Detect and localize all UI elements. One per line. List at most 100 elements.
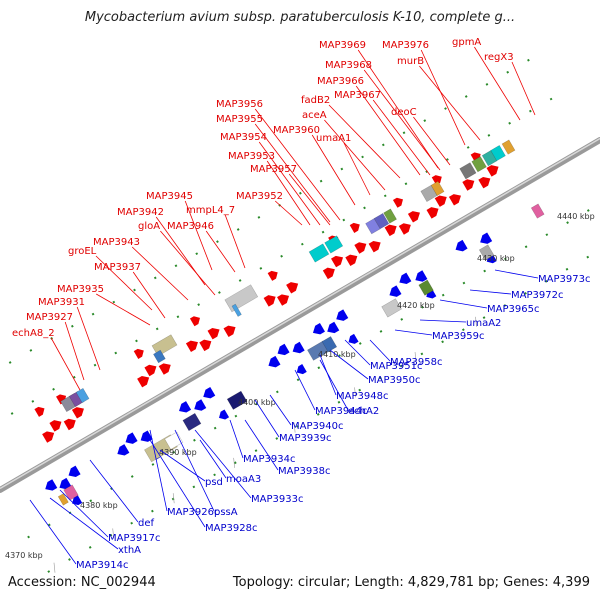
forward-gene-22-shape bbox=[426, 207, 439, 219]
forward-gene-19 bbox=[384, 224, 397, 237]
reverse-gene-label: def bbox=[138, 518, 155, 529]
forward-gene-upper-8 bbox=[431, 175, 442, 186]
forward-gene-21 bbox=[407, 211, 420, 223]
reverse-gene-2-shape bbox=[68, 465, 81, 478]
reverse-leader-line bbox=[369, 339, 391, 362]
reverse-leader-line bbox=[494, 269, 539, 279]
forward-gene-11-shape bbox=[263, 295, 276, 307]
reverse-leader-line bbox=[469, 289, 512, 295]
forward-gene-25 bbox=[462, 179, 475, 191]
feature-box-22 bbox=[226, 390, 248, 410]
feature-box-3-shape bbox=[151, 334, 178, 357]
reverse-leader-line bbox=[229, 419, 244, 459]
forward-leader-line bbox=[372, 99, 431, 176]
forward-gene-0-shape bbox=[42, 431, 55, 443]
forward-gene-17-shape bbox=[354, 242, 367, 254]
forward-leader-line bbox=[254, 123, 331, 223]
reverse-gene-0-shape bbox=[45, 479, 58, 491]
feature-box-30-shape bbox=[57, 493, 69, 506]
feature-box-27 bbox=[478, 244, 495, 261]
genome-backbone-highlight bbox=[0, 137, 600, 490]
feature-box-13 bbox=[430, 180, 445, 196]
reverse-gene-label: MAP3939c bbox=[279, 433, 331, 444]
reverse-gene-lower-4-shape bbox=[348, 333, 359, 344]
reverse-gene-lower-3-shape bbox=[296, 364, 307, 375]
feature-box-5-shape bbox=[224, 284, 259, 313]
track-guide-0 bbox=[0, 87, 571, 422]
feature-box-2 bbox=[75, 387, 90, 404]
forward-leader-line bbox=[363, 69, 441, 171]
forward-leader-line bbox=[343, 142, 371, 196]
reverse-leader-line bbox=[89, 459, 139, 523]
forward-gene-16 bbox=[345, 254, 358, 266]
forward-gene-upper-8-shape bbox=[431, 175, 442, 186]
forward-leader-line bbox=[160, 230, 216, 296]
reverse-gene-15 bbox=[389, 285, 402, 297]
forward-gene-27 bbox=[486, 165, 499, 177]
forward-leader-line bbox=[254, 108, 341, 221]
forward-gene-9 bbox=[207, 327, 220, 340]
forward-gene-upper-0 bbox=[34, 406, 45, 417]
forward-gene-20 bbox=[398, 223, 411, 235]
reverse-gene-label: MAP3958c bbox=[390, 357, 442, 368]
forward-gene-label: MAP3960 bbox=[273, 125, 320, 136]
tick-label: 4420 kbp bbox=[397, 301, 435, 310]
forward-gene-5 bbox=[144, 364, 157, 377]
track-guide-3 bbox=[47, 248, 600, 573]
feature-box-24 bbox=[321, 336, 338, 353]
forward-leader-line bbox=[511, 61, 536, 116]
forward-gene-14-shape bbox=[322, 267, 335, 280]
feature-box-5 bbox=[224, 284, 259, 313]
feature-box-3 bbox=[151, 334, 178, 357]
feature-box-14-shape bbox=[459, 162, 477, 180]
forward-gene-label: gloA bbox=[138, 221, 160, 232]
feature-box-11 bbox=[383, 208, 397, 224]
forward-gene-label: MAP3943 bbox=[93, 237, 140, 248]
forward-leader-line bbox=[474, 46, 521, 121]
forward-gene-7 bbox=[185, 340, 198, 352]
forward-gene-upper-7-shape bbox=[392, 197, 403, 208]
forward-gene-23 bbox=[434, 195, 447, 207]
reverse-leader-line bbox=[439, 299, 488, 309]
reverse-leader-line bbox=[329, 349, 369, 380]
reverse-gene-17 bbox=[415, 270, 428, 282]
map-title: Mycobacterium avium subsp. paratuberculo… bbox=[84, 10, 516, 25]
forward-gene-24-shape bbox=[448, 194, 461, 206]
tick-mark bbox=[354, 387, 356, 398]
reverse-gene-10-shape bbox=[277, 343, 290, 356]
forward-gene-2-shape bbox=[63, 418, 76, 431]
reverse-gene-label: MAP3917c bbox=[108, 533, 160, 544]
feature-box-17-shape bbox=[490, 145, 506, 162]
forward-gene-label: MAP3969 bbox=[319, 40, 366, 51]
forward-gene-12 bbox=[277, 294, 290, 306]
forward-leader-line bbox=[357, 49, 439, 169]
reverse-gene-label: pssA bbox=[214, 507, 238, 518]
feature-box-14 bbox=[459, 162, 477, 180]
forward-gene-label: MAP3954 bbox=[220, 132, 267, 143]
tick-mark bbox=[293, 422, 296, 433]
forward-leader-line bbox=[131, 246, 189, 301]
tick-label: 4390 kbp bbox=[159, 448, 197, 457]
forward-leader-line bbox=[328, 104, 401, 179]
feature-box-24-shape bbox=[321, 336, 338, 353]
reverse-leader-line bbox=[394, 329, 433, 336]
reverse-gene-9 bbox=[268, 355, 281, 368]
forward-leader-line bbox=[258, 141, 321, 226]
reverse-gene-4-shape bbox=[125, 432, 138, 444]
forward-gene-4-shape bbox=[137, 375, 150, 388]
reverse-gene-15-shape bbox=[389, 285, 402, 297]
reverse-gene-6-shape bbox=[179, 401, 192, 413]
reverse-gene-1-shape bbox=[59, 477, 72, 490]
feature-box-26-shape bbox=[418, 279, 434, 296]
feature-box-6-shape bbox=[231, 303, 242, 317]
forward-gene-23-shape bbox=[434, 195, 447, 207]
reverse-gene-2 bbox=[68, 465, 81, 478]
reverse-leader-line bbox=[194, 429, 252, 499]
feature-box-17 bbox=[490, 145, 506, 162]
feature-box-8-shape bbox=[324, 235, 344, 254]
forward-leader-line bbox=[288, 173, 331, 226]
feature-box-28-shape bbox=[530, 203, 545, 219]
forward-gene-8-shape bbox=[199, 339, 212, 352]
tick-mark bbox=[475, 316, 477, 327]
